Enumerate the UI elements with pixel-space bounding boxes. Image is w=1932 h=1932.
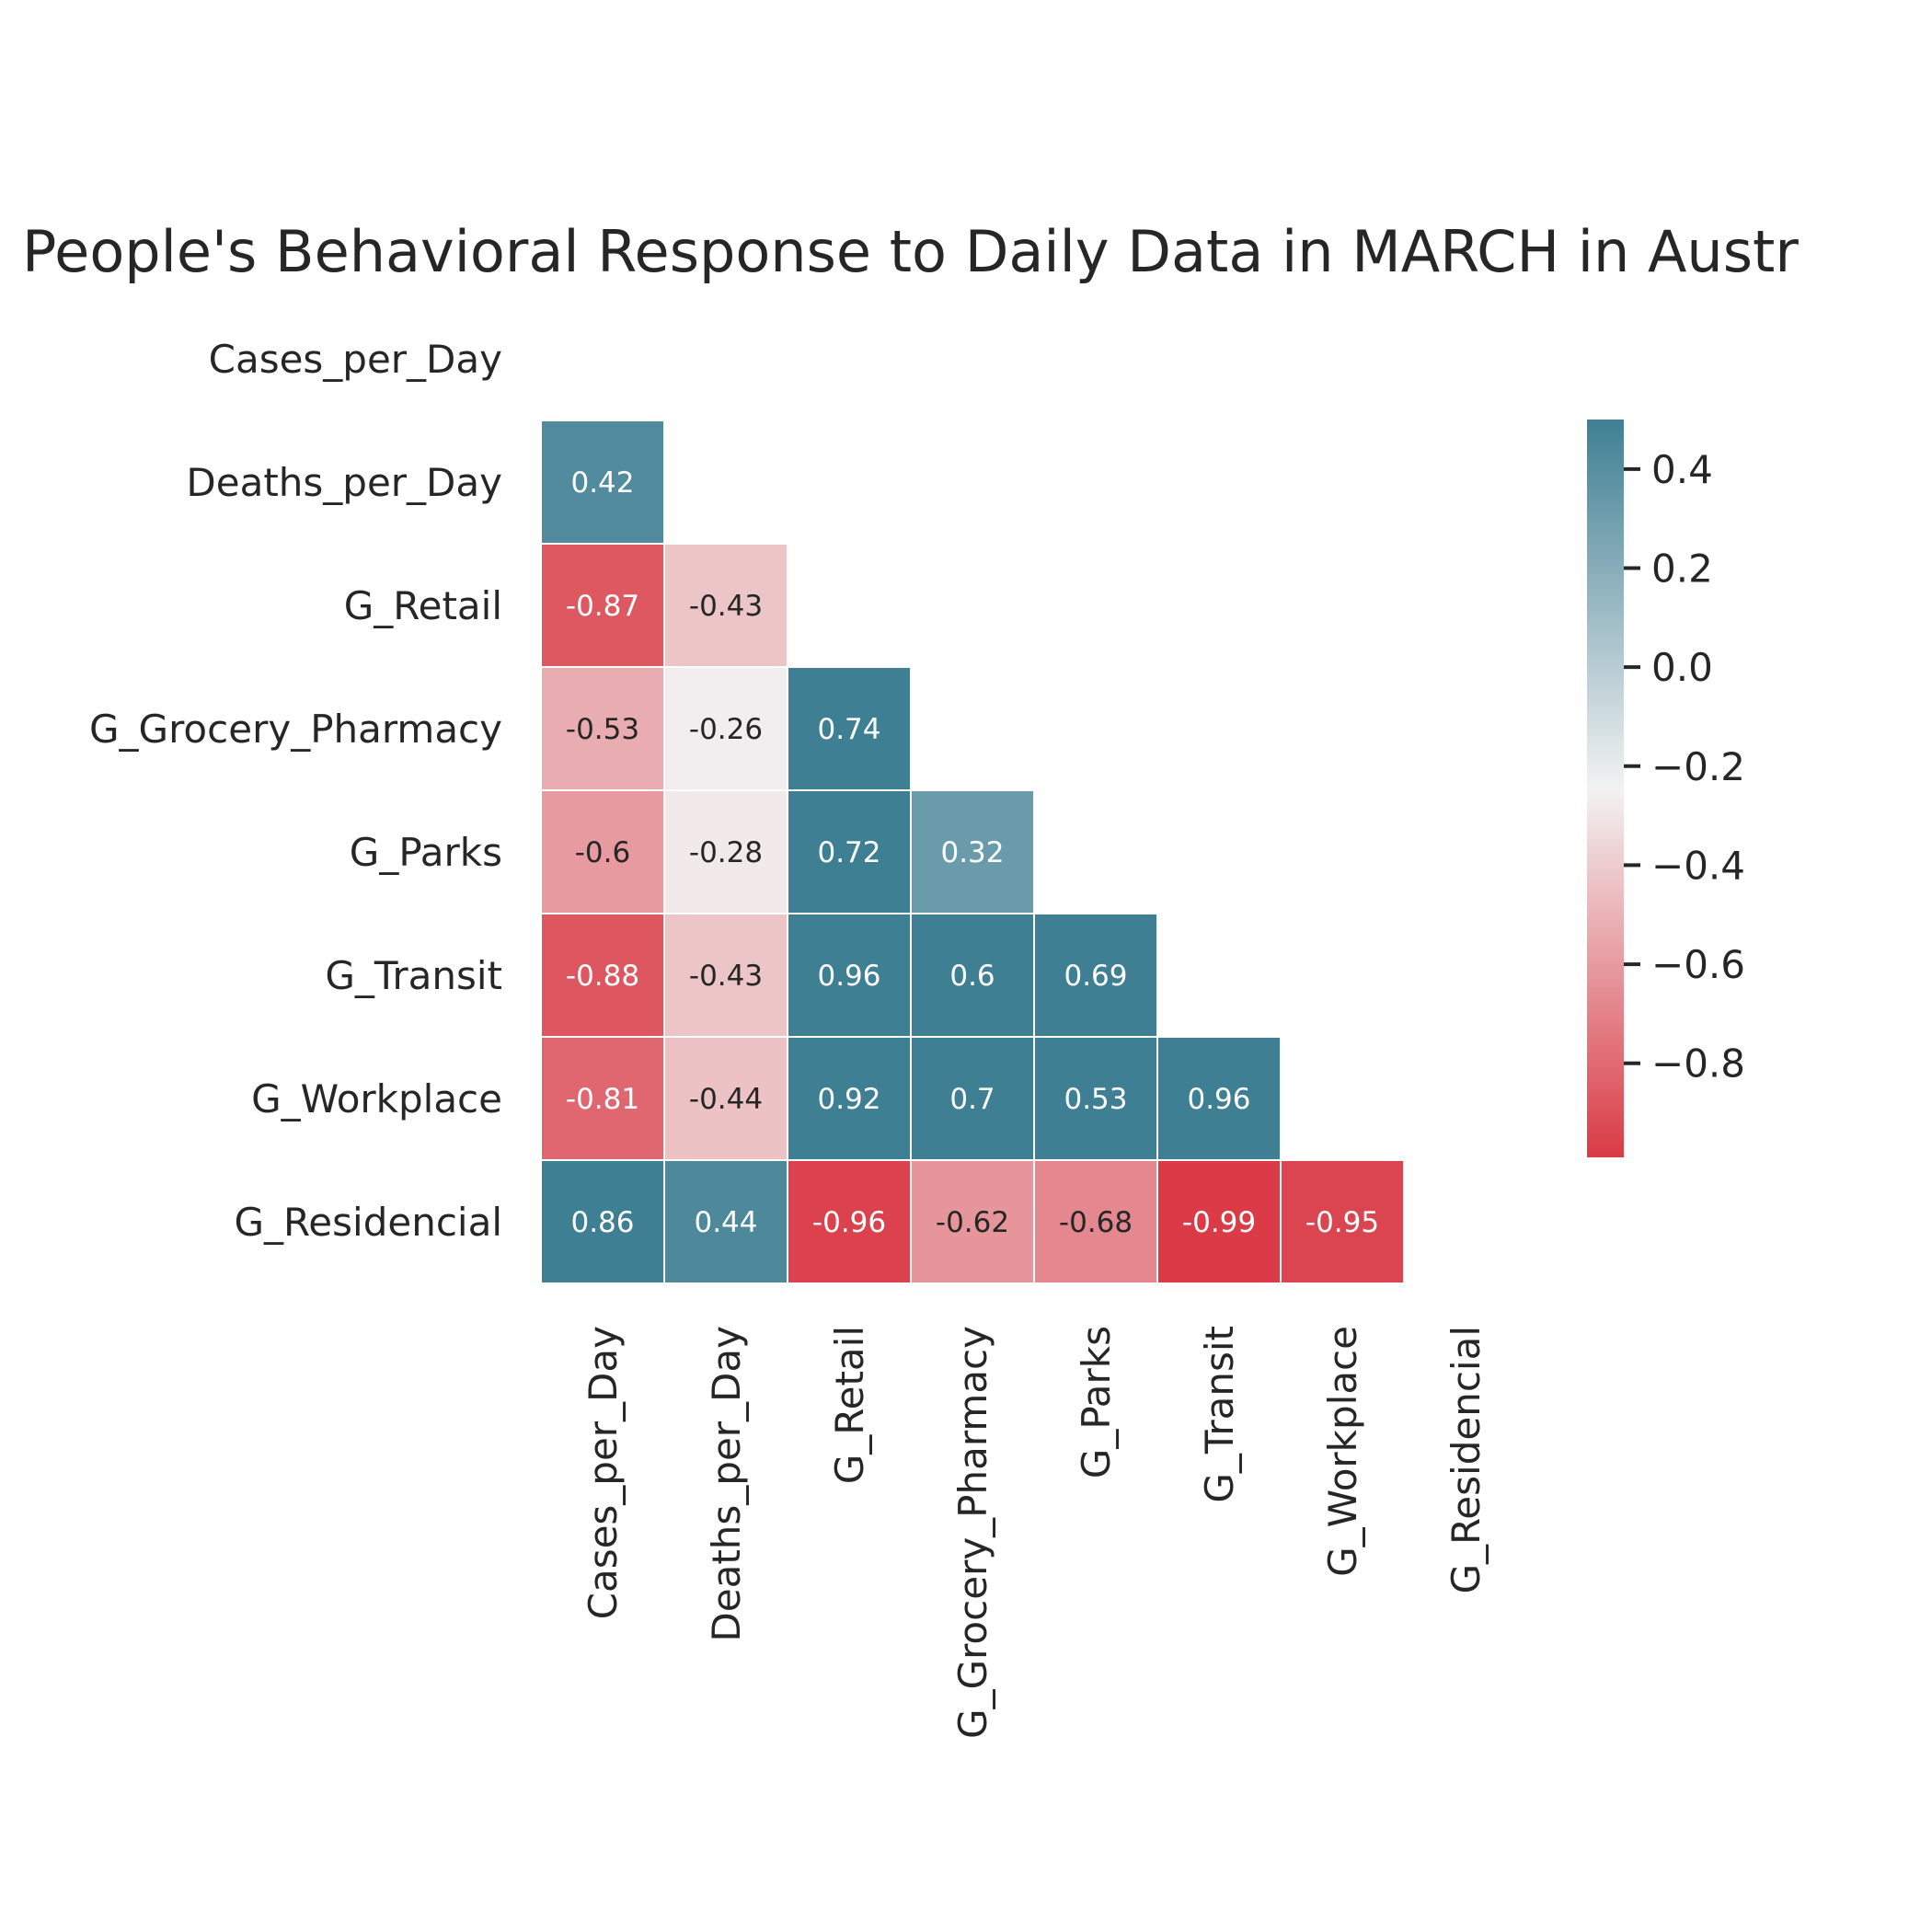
colorbar-tick-label: −0.6 (1651, 942, 1745, 987)
colorbar-tick-label: 0.4 (1651, 447, 1713, 492)
y-tick-label: G_Workplace (251, 1076, 502, 1121)
cell-value-label: -0.81 (566, 1083, 639, 1116)
cell-value-label: -0.28 (689, 836, 763, 869)
cell-value-label: -0.44 (689, 1083, 763, 1116)
cell-value-label: 0.53 (1064, 1083, 1127, 1116)
cell-value-label: 0.7 (949, 1083, 995, 1116)
y-tick-label: G_Retail (344, 583, 502, 628)
x-tick-label: G_Workplace (1320, 1326, 1365, 1577)
cell-value-label: -0.68 (1059, 1206, 1133, 1239)
cell-value-label: -0.87 (566, 590, 639, 623)
heatmap-cell (663, 913, 788, 1038)
colorbar-tick-label: 0.2 (1651, 546, 1713, 591)
cell-value-label: -0.6 (575, 836, 631, 869)
cell-value-label: -0.43 (689, 960, 763, 993)
colorbar: 0.4 0.2 0.0 −0.2 −0.4 −0.6 −0.8 (1587, 420, 1745, 1157)
heatmap-cell (663, 789, 788, 914)
cell-value-label: -0.96 (812, 1206, 886, 1239)
chart-title: People's Behavioral Response to Daily Da… (22, 218, 1799, 285)
x-tick-label: G_Residencial (1443, 1326, 1489, 1594)
heatmap-cell (910, 913, 1035, 1038)
x-tick-label: G_Grocery_Pharmacy (950, 1326, 995, 1739)
y-tick-label: G_Transit (325, 953, 502, 998)
cell-value-label: 0.32 (940, 836, 1004, 869)
heatmap-cell (540, 1036, 665, 1161)
heatmap-cell (910, 789, 1035, 914)
heatmap-cell (787, 666, 912, 791)
cell-value-label: -0.43 (689, 590, 763, 623)
y-tick-label: Cases_per_Day (209, 337, 502, 382)
heatmap-cell (663, 1159, 788, 1284)
cell-value-label: -0.26 (689, 713, 763, 746)
x-tick-label: G_Transit (1197, 1326, 1242, 1503)
cell-value-label: -0.99 (1182, 1206, 1256, 1239)
cell-value-label: 0.44 (694, 1206, 757, 1239)
cell-value-label: 0.42 (570, 466, 634, 500)
heatmap-cell (663, 543, 788, 668)
y-tick-label: G_Parks (350, 830, 502, 875)
cell-value-label: 0.96 (817, 960, 880, 993)
colorbar-tick-label: −0.8 (1651, 1041, 1745, 1087)
cell-value-label: -0.88 (566, 960, 639, 993)
heatmap-cells: 0.42 -0.87 -0.43 -0.53 -0.26 0.74 -0.6 -0.28 0.7… (540, 420, 1405, 1284)
colorbar-tick-label: 0.0 (1651, 645, 1713, 690)
heatmap-cell (1033, 913, 1158, 1038)
heatmap-cell (540, 666, 665, 791)
colorbar-tick-label: −0.4 (1651, 843, 1745, 888)
cell-value-label: 0.92 (817, 1083, 880, 1116)
x-tick-label: G_Parks (1074, 1326, 1119, 1478)
heatmap-cell (787, 1036, 912, 1161)
heatmap-cell (1156, 1036, 1282, 1161)
heatmap-cell (1156, 1159, 1282, 1284)
heatmap-cell (1033, 1036, 1158, 1161)
y-tick-label: G_Grocery_Pharmacy (89, 707, 502, 752)
heatmap-cell (540, 1159, 665, 1284)
colorbar-tick-label: −0.2 (1651, 744, 1745, 789)
y-axis-labels: Cases_per_Day Deaths_per_Day G_Retail G_Gro… (89, 337, 502, 1245)
y-tick-label: Deaths_per_Day (186, 460, 502, 505)
cell-value-label: 0.74 (817, 713, 880, 746)
heatmap-cell (540, 420, 665, 545)
heatmap-cell (663, 1036, 788, 1161)
y-tick-label: G_Residencial (234, 1200, 502, 1245)
heatmap-cell (910, 1036, 1035, 1161)
cell-value-label: -0.62 (936, 1206, 1009, 1239)
colorbar-gradient (1587, 420, 1624, 1157)
cell-value-label: -0.53 (566, 713, 639, 746)
cell-value-label: 0.72 (817, 836, 880, 869)
heatmap-cell (910, 1159, 1035, 1284)
x-axis-labels: Cases_per_Day Deaths_per_Day G_Retail G_Gro… (581, 1326, 1489, 1739)
heatmap-cell (1280, 1159, 1405, 1284)
cell-value-label: -0.95 (1305, 1206, 1379, 1239)
heatmap-cell (540, 543, 665, 668)
cell-value-label: 0.6 (949, 960, 995, 993)
x-tick-label: G_Retail (827, 1326, 872, 1484)
x-tick-label: Deaths_per_Day (704, 1326, 749, 1642)
cell-value-label: 0.86 (570, 1206, 634, 1239)
cell-value-label: 0.96 (1187, 1083, 1250, 1116)
cell-value-label: 0.69 (1064, 960, 1127, 993)
x-tick-label: Cases_per_Day (581, 1326, 626, 1619)
